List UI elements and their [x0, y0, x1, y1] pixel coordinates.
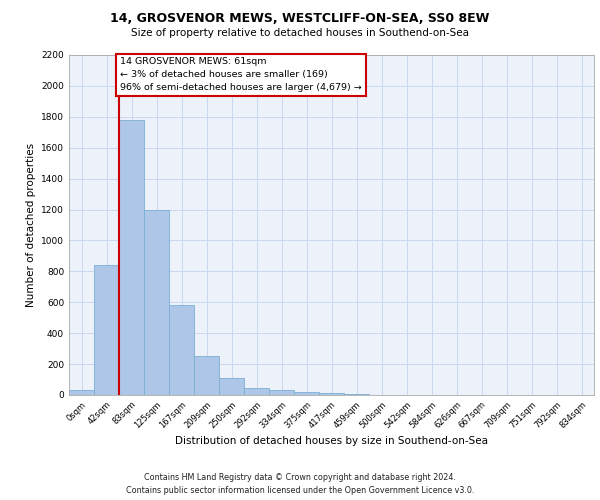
Bar — [94, 265, 119, 395]
Bar — [295, 392, 319, 395]
Bar — [119, 120, 143, 395]
Bar — [70, 390, 94, 395]
Text: 14 GROSVENOR MEWS: 61sqm
← 3% of detached houses are smaller (169)
96% of semi-d: 14 GROSVENOR MEWS: 61sqm ← 3% of detache… — [120, 58, 362, 92]
Bar — [194, 356, 218, 395]
Text: 14, GROSVENOR MEWS, WESTCLIFF-ON-SEA, SS0 8EW: 14, GROSVENOR MEWS, WESTCLIFF-ON-SEA, SS… — [110, 12, 490, 26]
Text: Size of property relative to detached houses in Southend-on-Sea: Size of property relative to detached ho… — [131, 28, 469, 38]
Bar — [145, 210, 169, 395]
Bar — [269, 390, 293, 395]
Text: Contains HM Land Registry data © Crown copyright and database right 2024.
Contai: Contains HM Land Registry data © Crown c… — [126, 474, 474, 495]
Bar — [220, 378, 244, 395]
X-axis label: Distribution of detached houses by size in Southend-on-Sea: Distribution of detached houses by size … — [175, 436, 488, 446]
Bar — [244, 388, 269, 395]
Bar — [319, 394, 344, 395]
Bar — [344, 394, 368, 395]
Bar — [169, 306, 194, 395]
Y-axis label: Number of detached properties: Number of detached properties — [26, 143, 35, 307]
